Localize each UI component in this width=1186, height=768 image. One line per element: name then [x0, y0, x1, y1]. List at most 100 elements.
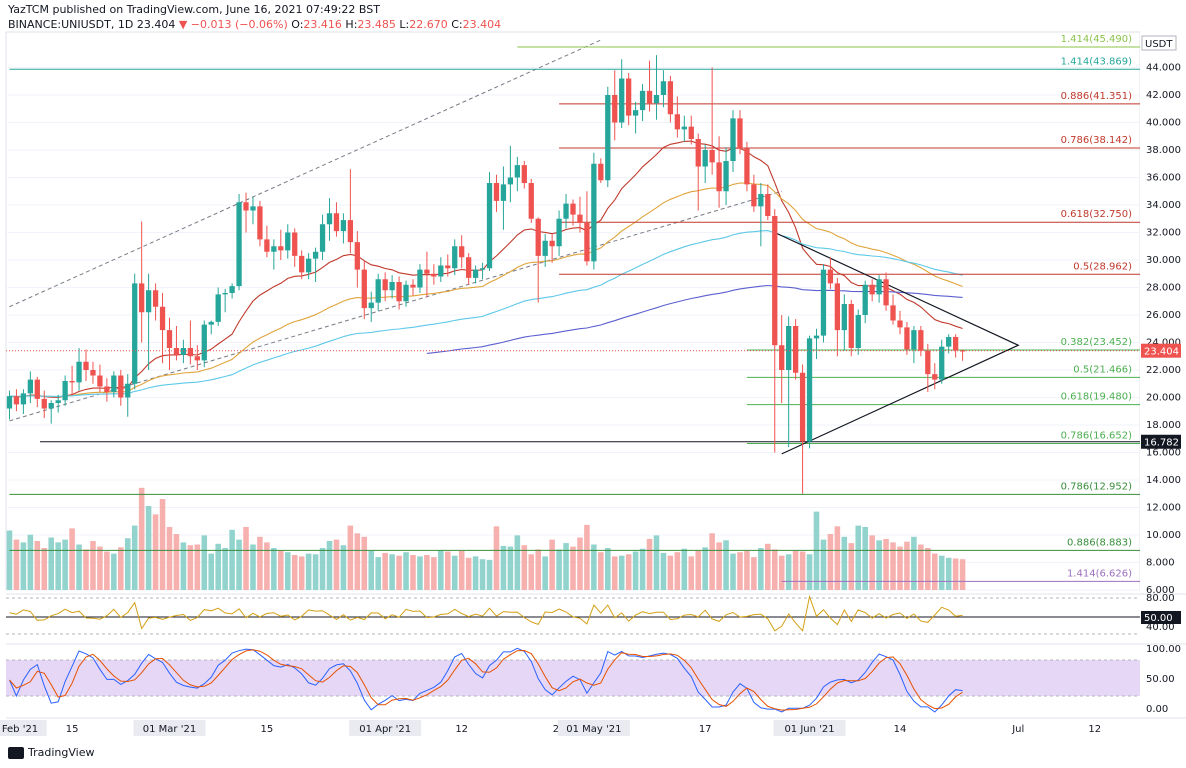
- candle-body[interactable]: [76, 361, 82, 383]
- candle-body[interactable]: [653, 95, 660, 104]
- candle-body[interactable]: [326, 213, 333, 225]
- candle-body[interactable]: [897, 320, 903, 328]
- candle-body[interactable]: [598, 163, 604, 181]
- candle-body[interactable]: [862, 284, 868, 315]
- candle-body[interactable]: [48, 403, 54, 409]
- tradingview-brand[interactable]: TradingView: [8, 746, 94, 759]
- candle-body[interactable]: [730, 118, 736, 161]
- candle-body[interactable]: [340, 220, 347, 232]
- candle-body[interactable]: [765, 194, 771, 216]
- candle-body[interactable]: [612, 95, 618, 123]
- candle-body[interactable]: [299, 255, 305, 273]
- candle-body[interactable]: [883, 279, 889, 306]
- candle-body[interactable]: [187, 348, 194, 357]
- candle-body[interactable]: [744, 148, 750, 185]
- candle-body[interactable]: [632, 110, 639, 116]
- candle-body[interactable]: [577, 214, 583, 223]
- candle-body[interactable]: [417, 269, 423, 288]
- symbol-name[interactable]: BINANCE:UNIUSDT, 1D: [8, 18, 134, 31]
- candle-body[interactable]: [493, 183, 500, 201]
- candle-body[interactable]: [918, 330, 924, 351]
- candle-body[interactable]: [139, 283, 145, 313]
- candle-body[interactable]: [820, 269, 827, 336]
- candle-body[interactable]: [62, 381, 68, 401]
- candle-body[interactable]: [257, 206, 263, 240]
- candle-body[interactable]: [479, 268, 486, 270]
- candle-body[interactable]: [688, 126, 694, 139]
- candle-body[interactable]: [34, 379, 40, 399]
- candle-body[interactable]: [69, 381, 75, 383]
- candle-body[interactable]: [319, 224, 326, 252]
- candle-body[interactable]: [626, 78, 632, 116]
- candle-body[interactable]: [410, 284, 416, 288]
- candle-body[interactable]: [799, 372, 806, 442]
- candle-body[interactable]: [584, 222, 590, 262]
- candle-body[interactable]: [946, 337, 952, 347]
- candle-body[interactable]: [472, 269, 479, 278]
- candle-body[interactable]: [55, 400, 61, 403]
- channel-upper-line[interactable]: [9, 39, 602, 308]
- candle-body[interactable]: [215, 294, 221, 322]
- candle-body[interactable]: [925, 350, 931, 375]
- candle-body[interactable]: [361, 269, 367, 309]
- candle-body[interactable]: [375, 279, 381, 303]
- candle-body[interactable]: [264, 239, 270, 252]
- candle-body[interactable]: [911, 330, 917, 350]
- candle-body[interactable]: [646, 90, 653, 104]
- candle-body[interactable]: [194, 356, 200, 361]
- candle-body[interactable]: [528, 183, 534, 219]
- candle-body[interactable]: [6, 396, 13, 409]
- candle-body[interactable]: [132, 283, 138, 384]
- candle-body[interactable]: [723, 161, 729, 192]
- candle-body[interactable]: [702, 150, 708, 167]
- candle-body[interactable]: [507, 177, 514, 185]
- candle-body[interactable]: [41, 398, 47, 409]
- candle-body[interactable]: [674, 114, 680, 130]
- candle-body[interactable]: [173, 348, 180, 355]
- candle-body[interactable]: [772, 216, 778, 346]
- candle-body[interactable]: [90, 370, 96, 376]
- candle-body[interactable]: [111, 375, 117, 393]
- candle-body[interactable]: [758, 194, 764, 207]
- candle-body[interactable]: [660, 81, 667, 95]
- candle-body[interactable]: [570, 203, 576, 215]
- candle-body[interactable]: [285, 232, 291, 251]
- candle-body[interactable]: [20, 393, 27, 405]
- candle-body[interactable]: [952, 337, 959, 351]
- candle-body[interactable]: [709, 150, 715, 163]
- candle-body[interactable]: [556, 218, 562, 247]
- candle-body[interactable]: [521, 165, 527, 183]
- candle-body[interactable]: [939, 346, 945, 380]
- candle-body[interactable]: [827, 269, 834, 284]
- candle-body[interactable]: [292, 232, 298, 256]
- candle-body[interactable]: [27, 379, 33, 394]
- candle-body[interactable]: [486, 183, 493, 269]
- candle-body[interactable]: [208, 321, 214, 325]
- candle-body[interactable]: [806, 338, 813, 442]
- candle-body[interactable]: [159, 306, 166, 331]
- candle-body[interactable]: [591, 163, 597, 262]
- candle-body[interactable]: [382, 279, 388, 291]
- candle-body[interactable]: [368, 302, 374, 309]
- candle-body[interactable]: [97, 375, 103, 387]
- candle-body[interactable]: [959, 350, 966, 352]
- candle-body[interactable]: [466, 257, 472, 278]
- candle-body[interactable]: [605, 95, 611, 181]
- candle-body[interactable]: [792, 326, 799, 373]
- candle-body[interactable]: [396, 282, 402, 302]
- candle-body[interactable]: [438, 265, 444, 277]
- candle-body[interactable]: [424, 269, 430, 274]
- candle-body[interactable]: [695, 139, 701, 167]
- candle-body[interactable]: [834, 283, 841, 331]
- candle-body[interactable]: [876, 279, 882, 295]
- candle-body[interactable]: [250, 206, 256, 211]
- candle-body[interactable]: [403, 284, 409, 302]
- candle-body[interactable]: [542, 240, 548, 256]
- candle-body[interactable]: [445, 265, 451, 269]
- candle-body[interactable]: [333, 213, 340, 232]
- candle-body[interactable]: [500, 184, 507, 201]
- candle-body[interactable]: [166, 330, 173, 348]
- candle-body[interactable]: [152, 290, 159, 307]
- candle-body[interactable]: [83, 361, 89, 370]
